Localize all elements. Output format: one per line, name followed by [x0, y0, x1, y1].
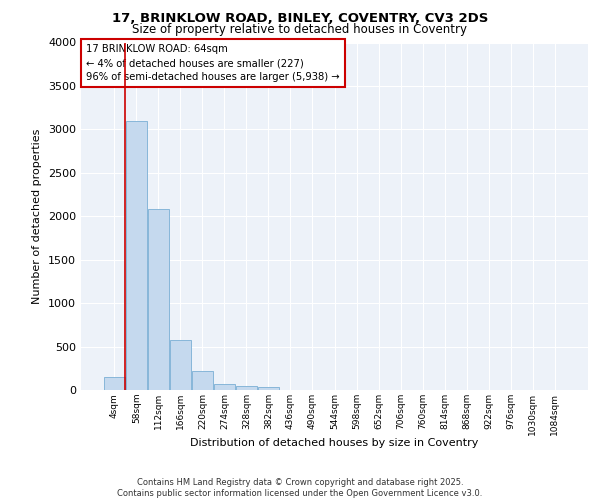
Bar — [104, 377, 125, 390]
Bar — [170, 340, 191, 390]
Bar — [126, 120, 147, 390]
Text: 17 BRINKLOW ROAD: 64sqm
← 4% of detached houses are smaller (227)
96% of semi-de: 17 BRINKLOW ROAD: 64sqm ← 4% of detached… — [86, 44, 340, 82]
Bar — [236, 386, 257, 390]
Text: Contains HM Land Registry data © Crown copyright and database right 2025.
Contai: Contains HM Land Registry data © Crown c… — [118, 478, 482, 498]
Text: 17, BRINKLOW ROAD, BINLEY, COVENTRY, CV3 2DS: 17, BRINKLOW ROAD, BINLEY, COVENTRY, CV3… — [112, 12, 488, 26]
X-axis label: Distribution of detached houses by size in Coventry: Distribution of detached houses by size … — [190, 438, 479, 448]
Bar — [258, 388, 279, 390]
Y-axis label: Number of detached properties: Number of detached properties — [32, 128, 43, 304]
Bar — [148, 210, 169, 390]
Text: Size of property relative to detached houses in Coventry: Size of property relative to detached ho… — [133, 22, 467, 36]
Bar — [214, 384, 235, 390]
Bar — [192, 371, 213, 390]
